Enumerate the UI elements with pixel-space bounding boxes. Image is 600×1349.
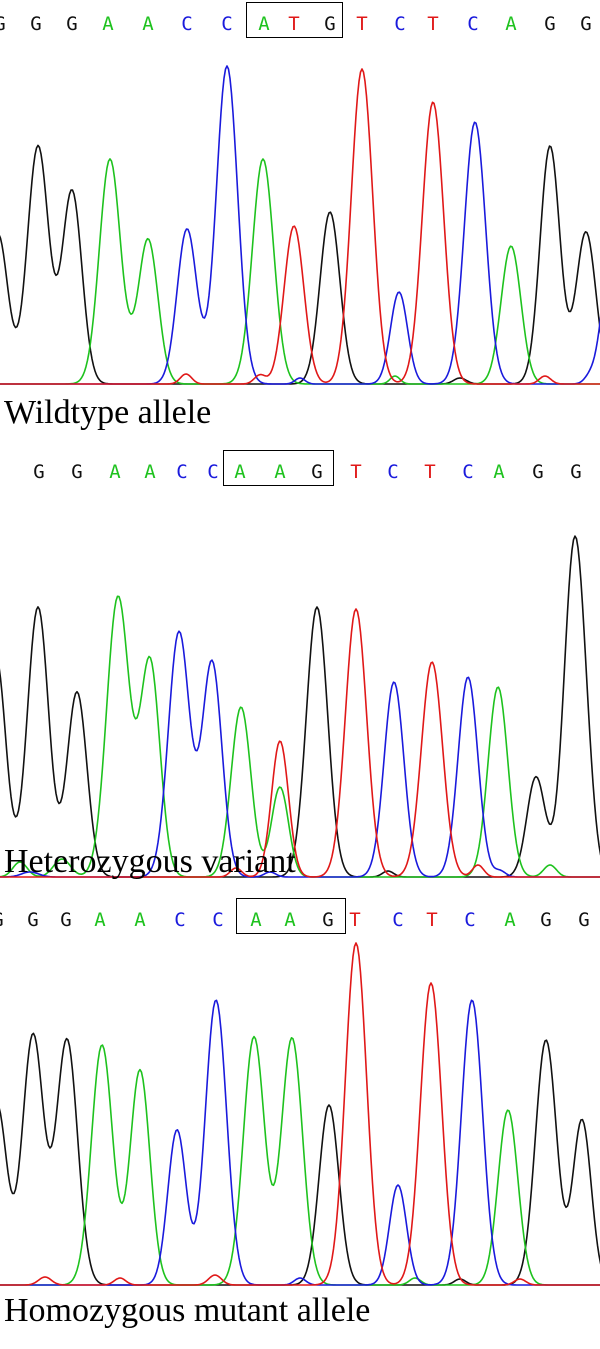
base-call: G [60, 909, 72, 931]
base-call: T [350, 461, 362, 483]
base-call: T [288, 13, 300, 35]
chromatogram-trace [0, 535, 600, 878]
base-call: A [284, 909, 296, 931]
cytosine-trace [0, 630, 600, 878]
caption-wildtype: Wildtype allele [4, 394, 212, 431]
base-call: T [427, 13, 439, 35]
base-call: A [493, 461, 505, 483]
base-call: A [94, 909, 106, 931]
cytosine-trace [0, 65, 600, 385]
base-call: G [544, 13, 556, 35]
base-call: T [426, 909, 438, 931]
adenine-trace [0, 158, 600, 385]
cytosine-trace [0, 999, 600, 1286]
thymine-trace [0, 68, 600, 385]
base-call: A [274, 461, 286, 483]
base-call: A [144, 461, 156, 483]
caption-homozygous: Homozygous mutant allele [4, 1292, 371, 1329]
base-call: A [258, 13, 270, 35]
base-call: C [387, 461, 399, 483]
chromatogram-trace [0, 942, 600, 1286]
adenine-trace [0, 595, 600, 878]
caption-heterozygous: Heterozygous variant [4, 843, 296, 880]
base-call: A [102, 13, 114, 35]
base-call: G [27, 909, 39, 931]
base-call: G [324, 13, 336, 35]
base-call: C [174, 909, 186, 931]
codon-highlight-box [223, 450, 334, 486]
base-call: C [212, 909, 224, 931]
base-call: G [570, 461, 582, 483]
base-call: A [504, 909, 516, 931]
panel-wildtype: GGGAACCATGTCTCAGG Wildtype allele [0, 0, 600, 450]
base-call: G [0, 14, 10, 34]
base-call-row: GGGAACCAAGTCTCAGG [0, 896, 600, 940]
base-call: G [578, 909, 590, 931]
base-call: C [394, 13, 406, 35]
base-call: A [250, 909, 262, 931]
base-call: G [66, 13, 78, 35]
thymine-trace [0, 608, 600, 878]
base-call: C [462, 461, 474, 483]
base-call: G [540, 909, 552, 931]
base-call: A [505, 13, 517, 35]
base-call: T [349, 909, 361, 931]
base-call: C [181, 13, 193, 35]
base-call: G [311, 461, 323, 483]
base-call: G [33, 461, 45, 483]
base-call: G [580, 13, 592, 35]
base-call: C [207, 461, 219, 483]
chromatogram-trace [0, 65, 600, 385]
base-call: C [176, 461, 188, 483]
base-call: G [0, 910, 8, 930]
base-call: C [221, 13, 233, 35]
base-call: T [356, 13, 368, 35]
base-call: G [71, 461, 83, 483]
codon-highlight-box [246, 2, 343, 38]
base-call: G [532, 461, 544, 483]
base-call-row: GGGAACCATGTCTCAGG [0, 0, 600, 44]
base-call: C [467, 13, 479, 35]
base-call: G [322, 909, 334, 931]
base-call: A [234, 461, 246, 483]
guanine-trace [0, 535, 600, 878]
base-call: G [30, 13, 42, 35]
thymine-trace [0, 942, 600, 1286]
base-call: C [392, 909, 404, 931]
base-call: A [134, 909, 146, 931]
codon-highlight-box [236, 898, 346, 934]
panel-homozygous: GGGAACCAAGTCTCAGG Homozygous mutant alle… [0, 896, 600, 1349]
base-call: C [464, 909, 476, 931]
base-call: A [109, 461, 121, 483]
base-call: A [142, 13, 154, 35]
base-call: T [424, 461, 436, 483]
adenine-trace [0, 1035, 600, 1286]
